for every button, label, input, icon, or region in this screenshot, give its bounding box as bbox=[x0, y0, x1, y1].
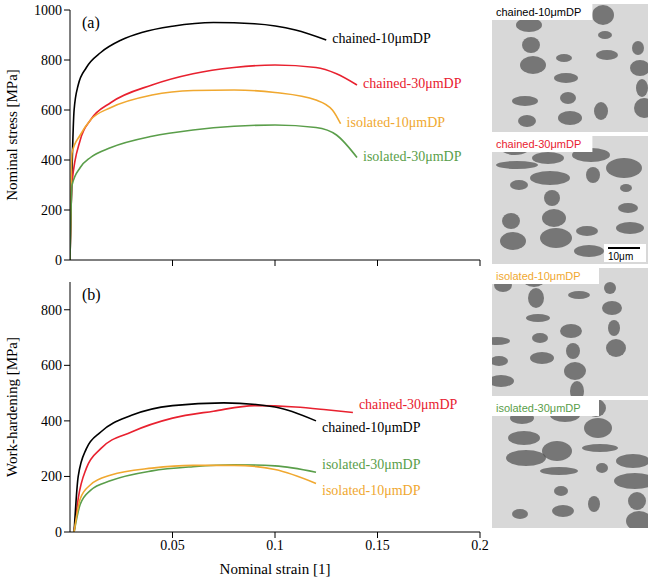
svg-text:Nominal strain [1]: Nominal strain [1] bbox=[220, 561, 331, 577]
svg-text:0.05: 0.05 bbox=[160, 538, 185, 553]
svg-text:10μm: 10μm bbox=[608, 251, 633, 262]
svg-text:0.15: 0.15 bbox=[365, 538, 390, 553]
svg-text:800: 800 bbox=[41, 303, 62, 318]
svg-text:200: 200 bbox=[41, 203, 62, 218]
svg-text:chained-10μmDP: chained-10μmDP bbox=[322, 420, 421, 435]
svg-text:isolated-10μmDP: isolated-10μmDP bbox=[347, 115, 446, 130]
svg-text:0.2: 0.2 bbox=[471, 538, 489, 553]
svg-text:Nominal stress [MPa]: Nominal stress [MPa] bbox=[4, 69, 20, 201]
svg-text:600: 600 bbox=[41, 358, 62, 373]
svg-text:0.1: 0.1 bbox=[266, 538, 284, 553]
svg-text:isolated-10μmDP: isolated-10μmDP bbox=[322, 483, 421, 498]
svg-text:chained-10μmDP: chained-10μmDP bbox=[332, 31, 431, 46]
html-text:(a): (a) bbox=[82, 14, 100, 31]
svg-text:chained-30μmDP: chained-30μmDP bbox=[496, 138, 581, 150]
html-text:(b): (b) bbox=[82, 286, 101, 303]
svg-text:chained-30μmDP: chained-30μmDP bbox=[363, 76, 462, 91]
svg-text:200: 200 bbox=[41, 469, 62, 484]
svg-text:isolated-10μmDP: isolated-10μmDP bbox=[496, 270, 581, 282]
svg-text:isolated-30μmDP: isolated-30μmDP bbox=[496, 402, 581, 414]
svg-text:chained-10μmDP: chained-10μmDP bbox=[496, 6, 581, 18]
svg-text:chained-30μmDP: chained-30μmDP bbox=[359, 397, 458, 412]
svg-text:isolated-30μmDP: isolated-30μmDP bbox=[322, 457, 421, 472]
svg-text:400: 400 bbox=[41, 153, 62, 168]
svg-text:0: 0 bbox=[55, 253, 62, 268]
svg-text:600: 600 bbox=[41, 103, 62, 118]
svg-text:800: 800 bbox=[41, 53, 62, 68]
svg-text:0: 0 bbox=[55, 525, 62, 540]
svg-text:400: 400 bbox=[41, 414, 62, 429]
svg-text:isolated-30μmDP: isolated-30μmDP bbox=[363, 149, 462, 164]
svg-text:Work-hardening [MPa]: Work-hardening [MPa] bbox=[4, 337, 20, 477]
svg-text:1000: 1000 bbox=[34, 3, 62, 18]
